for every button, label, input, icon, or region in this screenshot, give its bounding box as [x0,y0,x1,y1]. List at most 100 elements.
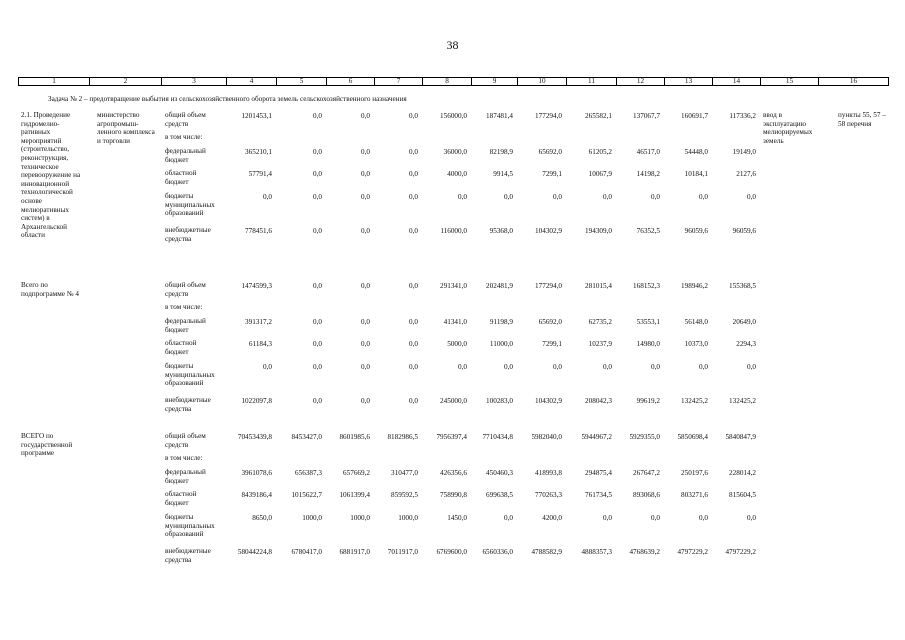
cell-value: 0,0 [504,363,513,371]
cell-value: 5982040,0 [531,433,562,441]
cell-value: 20649,0 [732,318,756,326]
cell-value: 699638,5 [486,491,513,499]
cell-value: 0,0 [263,193,272,201]
cell-value: 391317,2 [245,318,272,326]
cell-value: 0,0 [504,193,513,201]
cell-value: 0,0 [651,193,660,201]
cell-value: 0,0 [603,514,612,522]
cell-value: 0,0 [409,340,418,348]
cell-value: 0,0 [409,170,418,178]
cell-value: 770263,3 [535,491,562,499]
cell-value: 0,0 [409,318,418,326]
cell-value: 10184,1 [684,170,708,178]
cell-value: 96059,6 [732,227,756,235]
cell-value: 0,0 [458,363,467,371]
header-cell: 6 [326,77,375,86]
cell-value: 0,0 [553,363,562,371]
cell-value: 0,0 [747,363,756,371]
cell-value: 6780417,0 [291,548,322,556]
cell-value: 7011917,0 [387,548,418,556]
cell-value: 65692,0 [538,148,562,156]
cell-value: 803271,6 [681,491,708,499]
item-name: Всего по подпрограмме № 4 [21,281,79,298]
including-label: в том числе: [165,454,203,462]
cell-value: 5000,0 [447,340,467,348]
cell-value: 291341,0 [440,282,467,290]
cell-value: 4000,0 [447,170,467,178]
cell-value: 0,0 [409,397,418,405]
cell-value: 70453439,8 [237,433,272,441]
header-cell: 16 [818,77,889,86]
cell-value: 1000,0 [350,514,370,522]
cell-value: 7710434,8 [482,433,513,441]
page-number: 38 [446,38,459,52]
cell-value: 14980,0 [636,340,660,348]
row-label: внебюджетные средства [165,547,211,564]
cell-value: 208042,3 [585,397,612,405]
cell-value: 41341,0 [443,318,467,326]
cell-value: 2127,6 [736,170,756,178]
row-label: общий объем средств [165,432,206,449]
header-cell: 10 [517,77,567,86]
cell-value: 1201453,1 [241,112,272,120]
cell-value: 0,0 [699,514,708,522]
cell-value: 0,0 [409,363,418,371]
cell-value: 1000,0 [302,514,322,522]
header-cell: 4 [226,77,277,86]
cell-value: 758990,8 [440,491,467,499]
cell-value: 815604,5 [729,491,756,499]
cell-value: 36000,0 [443,148,467,156]
item-name: 2.1. Проведение гидромелио-ративных меро… [21,111,81,240]
cell-value: 10237,9 [588,340,612,348]
cell-value: 4200,0 [542,514,562,522]
cell-value: 53553,1 [636,318,660,326]
cell-value: 250197,6 [681,469,708,477]
cell-value: 46517,0 [636,148,660,156]
cell-value: 418993,8 [535,469,562,477]
cell-value: 76352,5 [636,227,660,235]
cell-value: 0,0 [361,112,370,120]
cell-value: 1474599,3 [241,282,272,290]
cell-value: 0,0 [651,363,660,371]
cell-value: 11000,0 [489,340,513,348]
cell-value: 0,0 [458,193,467,201]
cell-value: 4797229,2 [725,548,756,556]
header-cell: 15 [760,77,819,86]
cell-value: 1450,0 [447,514,467,522]
header-cell: 13 [664,77,713,86]
cell-value: 8650,0 [252,514,272,522]
cell-value: 8453427,0 [291,433,322,441]
cell-value: 310477,0 [391,469,418,477]
cell-value: 117336,2 [729,112,756,120]
cell-value: 194309,0 [585,227,612,235]
cell-value: 5840847,9 [725,433,756,441]
cell-value: 8439186,4 [241,491,272,499]
cell-value: 0,0 [699,193,708,201]
cell-value: 54448,0 [684,148,708,156]
header-cell: 9 [471,77,518,86]
cell-value: 99619,2 [636,397,660,405]
header-cell: 12 [616,77,665,86]
item-name: ВСЕГО по государственной программе [21,432,73,458]
cell-value: 265582,1 [585,112,612,120]
cell-value: 0,0 [361,340,370,348]
cell-value: 0,0 [313,170,322,178]
cell-value: 859592,5 [391,491,418,499]
cell-value: 0,0 [263,363,272,371]
cell-value: 62735,2 [588,318,612,326]
cell-value: 0,0 [313,193,322,201]
cell-value: 0,0 [313,340,322,348]
cell-value: 0,0 [603,193,612,201]
cell-value: 9914,5 [493,170,513,178]
cell-value: 155368,5 [729,282,756,290]
cell-value: 3961078,6 [241,469,272,477]
cell-value: 1015622,7 [291,491,322,499]
cell-value: 1061399,4 [339,491,370,499]
header-cell: 11 [566,77,617,86]
cell-value: 177294,0 [535,282,562,290]
header-cell: 8 [422,77,472,86]
cell-value: 761734,5 [585,491,612,499]
cell-value: 365210,1 [245,148,272,156]
cell-value: 58044224,8 [237,548,272,556]
cell-value: 100283,0 [486,397,513,405]
